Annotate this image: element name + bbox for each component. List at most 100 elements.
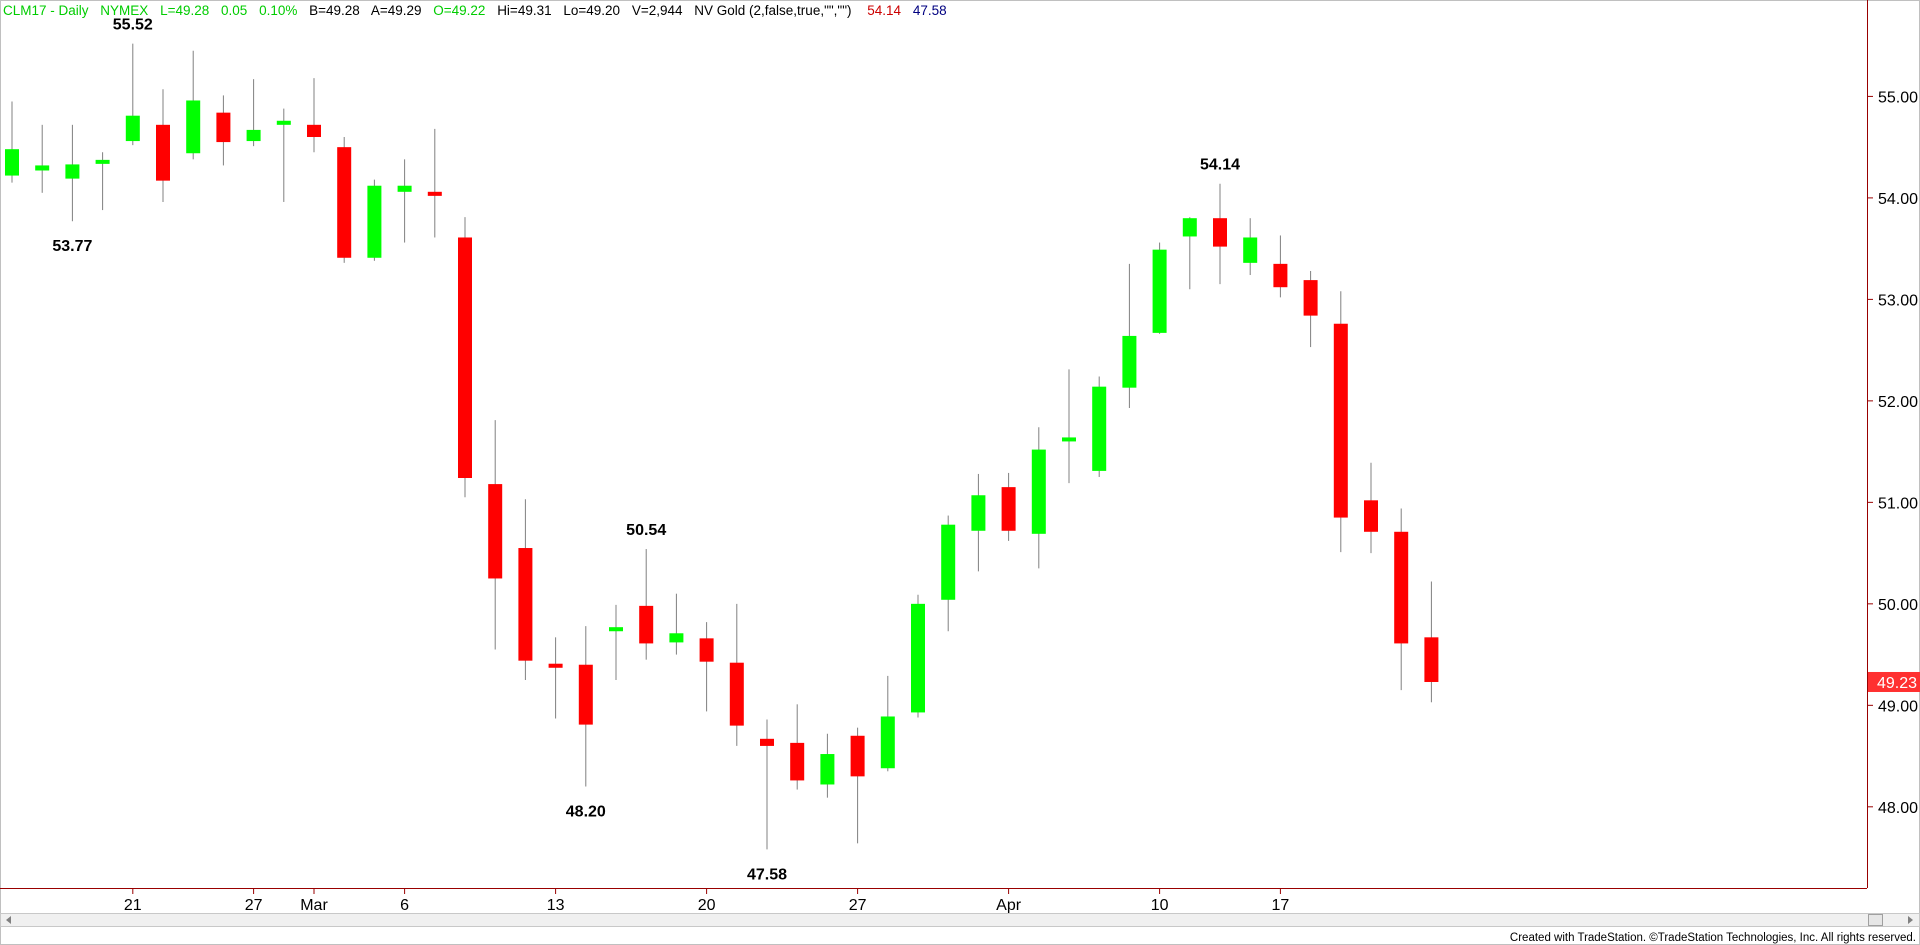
candle-body [1152, 249, 1167, 333]
header-ask: A=49.29 [371, 3, 422, 18]
horizontal-scrollbar[interactable] [0, 913, 1920, 927]
candle [911, 594, 925, 718]
x-tick-label: Apr [996, 897, 1022, 914]
candle-body [911, 603, 925, 713]
candle-body [125, 115, 140, 142]
y-tick-label: 51.00 [1878, 495, 1918, 512]
candle [35, 124, 50, 193]
candle-body [65, 164, 80, 179]
x-tick-label: Mar [300, 897, 328, 914]
time-axis: 21 27 Mar 6 13 20 27 Apr 10 17 [124, 888, 1289, 914]
y-tick-label: 54.00 [1878, 191, 1918, 208]
candle [1001, 472, 1016, 541]
header-last: L=49.28 [160, 3, 209, 18]
candle [1364, 462, 1378, 554]
header-symbol: CLM17 - Daily [3, 3, 89, 18]
candle-body [1062, 437, 1076, 442]
candle [941, 515, 956, 632]
candle [699, 622, 714, 712]
candle-body [397, 185, 412, 192]
candle-body [850, 735, 865, 777]
candle-body [1303, 280, 1318, 316]
price-axis: 48.00 49.00 50.00 51.00 52.00 53.00 54.00 55.00 [1867, 89, 1918, 817]
candle [1092, 376, 1107, 477]
candle-body [216, 112, 231, 143]
footer-credit: Created with TradeStation. ©TradeStation… [1510, 932, 1916, 944]
candle-body [1092, 386, 1107, 471]
candle [669, 593, 684, 655]
candle [1031, 427, 1046, 569]
candle-body [276, 120, 291, 125]
candle [1424, 581, 1439, 703]
candlestick-series [5, 43, 1439, 850]
header-indicator: NV Gold (2,false,true,"","") [694, 3, 851, 18]
scroll-right-arrow-icon[interactable] [1908, 916, 1913, 924]
header-open: O=49.22 [433, 3, 485, 18]
candle-body [488, 484, 503, 579]
y-tick-label: 49.00 [1878, 698, 1918, 715]
header-bid: B=49.28 [309, 3, 360, 18]
candle [1152, 242, 1167, 334]
candle-body [156, 124, 170, 181]
candle-body [699, 638, 714, 662]
header-exchange: NYMEX [100, 3, 148, 18]
y-tick-label: 48.00 [1878, 800, 1918, 817]
candle-body [1243, 237, 1258, 263]
candle [1062, 369, 1076, 484]
header-volume: V=2,944 [632, 3, 683, 18]
candle [65, 124, 80, 222]
header-low: Lo=49.20 [563, 3, 620, 18]
candle-body [548, 663, 563, 668]
candle [367, 179, 382, 261]
candle [246, 79, 261, 147]
swing-label: 47.58 [747, 866, 787, 883]
x-tick-label: 13 [547, 897, 565, 914]
candle-body [35, 165, 50, 171]
x-tick-label: 27 [245, 897, 263, 914]
candle-body [367, 185, 382, 258]
scroll-left-arrow-icon[interactable] [6, 916, 11, 924]
candle [548, 637, 563, 719]
candle [95, 152, 110, 211]
x-tick-label: 10 [1151, 897, 1169, 914]
y-tick-label: 52.00 [1878, 394, 1918, 411]
candle [397, 159, 412, 243]
candle [1243, 218, 1258, 276]
candle [307, 78, 321, 153]
candle [458, 217, 472, 498]
candle [427, 128, 442, 238]
swing-annotations: 55.52 53.77 50.54 48.20 47.58 54.14 [52, 17, 1240, 884]
candle-body [760, 738, 774, 746]
scrollbar-track[interactable] [0, 913, 1920, 927]
candle [1213, 183, 1227, 285]
header-ind-high: 54.14 [867, 3, 901, 18]
candle-body [729, 662, 744, 726]
candle [156, 89, 170, 202]
last-price-marker: 49.23 [1868, 671, 1920, 692]
candle-body [790, 742, 805, 781]
candle [1273, 235, 1288, 298]
candle-body [95, 159, 110, 164]
candle [760, 719, 774, 850]
candle-body [307, 124, 321, 138]
candle-body [1122, 335, 1137, 388]
candle-body [669, 633, 684, 643]
candle [1303, 270, 1318, 348]
x-tick-label: 20 [698, 897, 716, 914]
candle-body [820, 754, 835, 785]
candle [971, 473, 986, 572]
candle [820, 733, 835, 798]
swing-label: 55.52 [113, 17, 153, 34]
scrollbar-thumb[interactable] [1868, 914, 1883, 926]
candle-body [1424, 637, 1439, 682]
y-tick-label: 55.00 [1878, 89, 1918, 106]
swing-label: 48.20 [566, 804, 606, 821]
x-tick-label: 17 [1272, 897, 1290, 914]
candle-body [941, 524, 956, 600]
header-change-pct: 0.10% [259, 3, 297, 18]
candle [337, 137, 352, 263]
candle [488, 420, 503, 650]
y-tick-label: 53.00 [1878, 292, 1918, 309]
candle [216, 95, 231, 166]
